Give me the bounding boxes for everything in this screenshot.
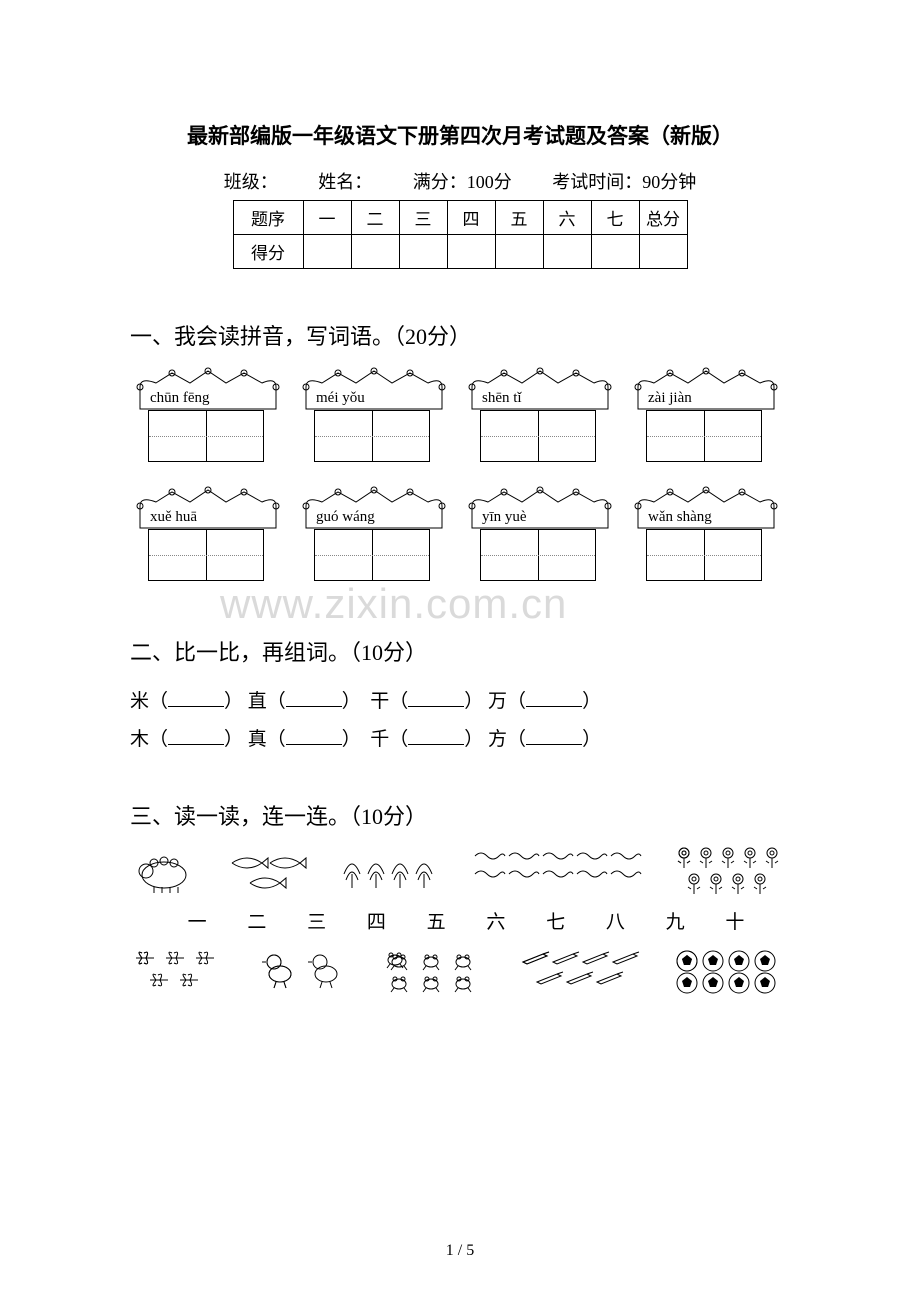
- number-row: 一 二 三 四 五 六 七 八 九 十: [130, 907, 790, 934]
- pinyin-label: guó wáng: [316, 509, 375, 526]
- writing-grid: [148, 410, 264, 462]
- writing-grid: [314, 529, 430, 581]
- q2-content: 米（） 直（） 干（） 万（） 木（） 真（） 千（） 方（）: [130, 683, 790, 759]
- pinyin-box: yīn yuè: [466, 486, 614, 581]
- writing-grid: [646, 529, 762, 581]
- pinyin-label: xuě huā: [150, 509, 197, 526]
- chicks-icon: [260, 952, 350, 992]
- blank: [168, 693, 224, 707]
- page-number: 1 / 5: [0, 1242, 920, 1260]
- blank: [286, 693, 342, 707]
- score-cell: [399, 235, 447, 269]
- document-title: 最新部编版一年级语文下册第四次月考试题及答案（新版）: [130, 120, 790, 150]
- knives-icon: [521, 950, 641, 994]
- header-cell: 题序: [233, 201, 303, 235]
- blank: [408, 693, 464, 707]
- q1-heading: 一、我会读拼音，写词语。（20分）: [130, 319, 790, 351]
- image-row-bottom: [130, 950, 790, 994]
- header-cell: 一: [303, 201, 351, 235]
- pinyin-row-1: chūn fēng méi yǒu shēn tǐ zài jiàn: [130, 367, 790, 462]
- score-cell: [495, 235, 543, 269]
- pinyin-box: wǎn shàng: [632, 486, 780, 581]
- pinyin-label: wǎn shàng: [648, 509, 712, 526]
- header-cell: 五: [495, 201, 543, 235]
- pinyin-box: guó wáng: [300, 486, 448, 581]
- header-cell: 四: [447, 201, 495, 235]
- info-row: 班级： 姓名： 满分：100分 考试时间：90分钟: [130, 168, 790, 194]
- writing-grid: [480, 529, 596, 581]
- pinyin-box: chūn fēng: [134, 367, 282, 462]
- blank: [408, 731, 464, 745]
- full-label: 满分：100分: [413, 172, 512, 192]
- fish-icon: [227, 851, 307, 893]
- pinyin-box: zài jiàn: [632, 367, 780, 462]
- q2-line2: 木（） 真（） 千（） 方（）: [130, 721, 790, 759]
- class-label: 班级：: [224, 172, 278, 192]
- blank: [168, 731, 224, 745]
- q3-heading: 三、读一读，连一连。（10分）: [130, 799, 790, 831]
- pinyin-label: chūn fēng: [150, 390, 210, 407]
- header-cell: 七: [591, 201, 639, 235]
- header-cell: 二: [351, 201, 399, 235]
- writing-grid: [314, 410, 430, 462]
- q3-content: 一 二 三 四 五 六 七 八 九 十: [130, 847, 790, 994]
- q2-heading: 二、比一比，再组词。（10分）: [130, 635, 790, 667]
- time-label: 考试时间：90分钟: [552, 172, 696, 192]
- blank: [526, 693, 582, 707]
- pinyin-label: shēn tǐ: [482, 390, 522, 407]
- pinyin-box: shēn tǐ: [466, 367, 614, 462]
- image-row-top: [130, 847, 790, 897]
- score-table: 题序 一 二 三 四 五 六 七 总分 得分: [233, 200, 688, 269]
- score-cell: [543, 235, 591, 269]
- pinyin-label: yīn yuè: [482, 509, 527, 526]
- frogs-icon: [385, 950, 485, 994]
- pinyin-label: zài jiàn: [648, 390, 692, 407]
- writing-grid: [646, 410, 762, 462]
- header-cell: 总分: [639, 201, 687, 235]
- score-cell: [591, 235, 639, 269]
- blank: [526, 731, 582, 745]
- blank: [286, 731, 342, 745]
- table-row: 得分: [233, 235, 687, 269]
- score-cell: [303, 235, 351, 269]
- header-cell: 六: [543, 201, 591, 235]
- q2-line1: 米（） 直（） 干（） 万（）: [130, 683, 790, 721]
- pinyin-box: méi yǒu: [300, 367, 448, 462]
- score-label-cell: 得分: [233, 235, 303, 269]
- trees-icon: [340, 848, 440, 896]
- writing-grid: [148, 529, 264, 581]
- pinyin-row-2: xuě huā guó wáng yīn yuè wǎn shàng: [130, 486, 790, 581]
- sheep-icon: [134, 851, 194, 893]
- writing-grid: [480, 410, 596, 462]
- table-row: 题序 一 二 三 四 五 六 七 总分: [233, 201, 687, 235]
- soccer-balls-icon: [676, 950, 786, 994]
- snakes-icon: [473, 848, 643, 896]
- score-cell: [639, 235, 687, 269]
- score-cell: [447, 235, 495, 269]
- pinyin-label: méi yǒu: [316, 390, 365, 407]
- pinyin-box: xuě huā: [134, 486, 282, 581]
- name-label: 姓名：: [318, 172, 372, 192]
- header-cell: 三: [399, 201, 447, 235]
- roses-icon: [676, 847, 786, 897]
- dragonflies-icon: [134, 950, 224, 994]
- score-cell: [351, 235, 399, 269]
